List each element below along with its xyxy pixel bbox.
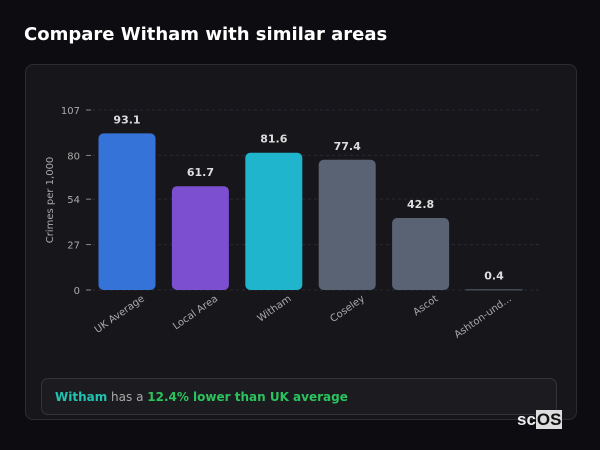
x-tick-label: Local Area: [171, 293, 220, 332]
x-tick-label: Ascot: [411, 293, 440, 318]
data-label: 77.4: [334, 140, 361, 153]
x-tick-label: Witham: [256, 293, 294, 324]
scos-logo: scOS: [517, 410, 563, 429]
bar-2: [245, 152, 303, 290]
y-tick-label: 0: [74, 286, 80, 297]
summary-box: Witham has a 12.4% lower than UK average: [41, 378, 557, 415]
y-axis-label: Crimes per 1,000: [45, 157, 56, 244]
x-tick-label: Ashton-und...: [453, 293, 514, 340]
y-tick-label: 80: [67, 151, 80, 162]
data-label: 81.6: [260, 133, 287, 146]
x-tick-label: UK Average: [93, 293, 147, 335]
bar-5: [465, 289, 523, 291]
data-label: 61.7: [187, 166, 214, 179]
y-tick-label: 27: [67, 241, 80, 252]
page-title: Compare Witham with similar areas: [24, 24, 388, 45]
bar-3: [318, 159, 376, 290]
bar-0: [98, 133, 156, 290]
summary-text: has a: [107, 390, 148, 404]
bar-4: [392, 218, 450, 290]
y-tick-label: 107: [61, 106, 80, 117]
data-label: 0.4: [484, 269, 504, 282]
summary-stat: 12.4% lower than UK average: [147, 390, 348, 404]
data-label: 93.1: [113, 113, 140, 126]
y-tick-label: 54: [67, 195, 80, 206]
data-label: 42.8: [407, 198, 434, 211]
summary-place: Witham: [55, 390, 108, 404]
bar-1: [171, 186, 229, 290]
x-tick-label: Coseley: [328, 293, 367, 325]
